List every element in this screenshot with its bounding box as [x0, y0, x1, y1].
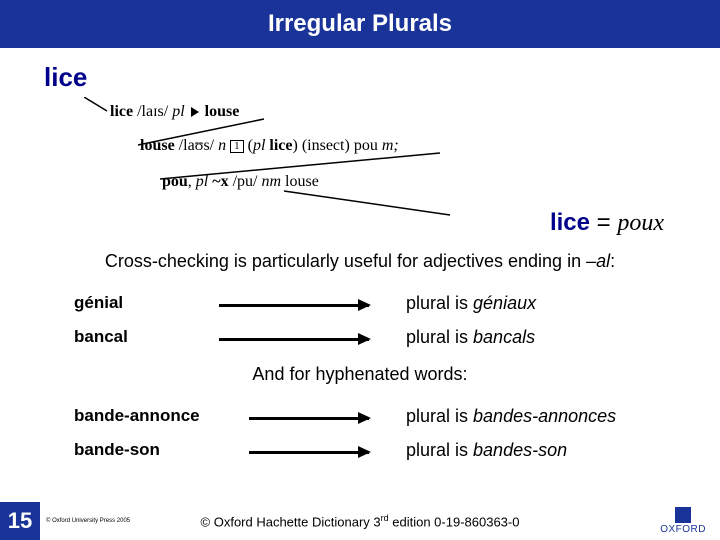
entry-pou: pou, pl ~x /pu/ nm louse — [162, 173, 319, 191]
entry3-plm: pl — [196, 173, 208, 190]
hyph-plural: plural is bandes-annonces — [384, 406, 616, 427]
arrow-icon — [219, 304, 369, 307]
headword: lice — [44, 62, 676, 93]
hyph-row-bande-son: bande-son plural is bandes-son — [74, 433, 676, 467]
entry2-gloss: (insect) — [302, 137, 350, 154]
arrow-icon — [249, 451, 369, 454]
copyright-tiny: © Oxford University Press 2005 — [46, 518, 130, 524]
slide-title: Irregular Plurals — [268, 10, 452, 38]
adj-word: génial — [74, 293, 204, 313]
entry3-pos: nm — [261, 173, 281, 190]
entry3-plf: ~x — [212, 173, 228, 190]
adj-row-bancal: bancal plural is bancals — [74, 320, 676, 354]
dictionary-entries: lice /laɪs/ pl louse louse /laʊs/ n 1 (p… — [84, 97, 676, 205]
hyph-plural: plural is bandes-son — [384, 440, 567, 461]
arrow-cell — [234, 441, 384, 459]
adjective-examples: génial plural is géniaux bancal plural i… — [44, 286, 676, 354]
entry2-hw: louse — [140, 137, 175, 154]
logo-text: OXFORD — [660, 524, 706, 535]
title-band: Irregular Plurals — [0, 0, 720, 48]
oxford-logo: OXFORD — [660, 507, 706, 535]
adj-plural: plural is bancals — [384, 327, 535, 348]
adj-row-genial: génial plural is géniaux — [74, 286, 676, 320]
arrow-cell — [234, 407, 384, 425]
entry1-pl: pl — [172, 103, 184, 120]
result-translation: poux — [617, 210, 664, 236]
entry1-ipa: /laɪs/ — [137, 103, 168, 120]
hyph-word: bande-annonce — [74, 406, 234, 426]
entry-lice: lice /laɪs/ pl louse — [110, 103, 239, 121]
footer: 15 © Oxford University Press 2005 © Oxfo… — [0, 502, 720, 540]
hyphenated-intro: And for hyphenated words: — [44, 364, 676, 385]
arrow-cell — [204, 294, 384, 312]
cross-check-text: Cross-checking is particularly useful fo… — [44, 251, 676, 272]
entry2-trans: pou — [354, 137, 378, 154]
result-line: lice = poux — [44, 209, 664, 237]
entry2-plf: lice — [269, 137, 292, 154]
entry2-sense: 1 — [230, 140, 244, 153]
entry3-ipa: /pu/ — [233, 173, 258, 190]
result-word: lice — [550, 209, 590, 236]
arrow-icon — [219, 338, 369, 341]
entry3-trans: louse — [285, 173, 319, 190]
entry3-hw: pou — [162, 173, 188, 190]
content-area: lice lice /laɪs/ pl louse louse /laʊs/ n… — [0, 48, 720, 467]
arrow-icon — [249, 417, 369, 420]
entry2-pos: n — [218, 137, 226, 154]
adj-plural: plural is géniaux — [384, 293, 536, 314]
slide-number: 15 — [0, 502, 40, 540]
entry2-plm: pl — [253, 137, 265, 154]
hyphenated-examples: bande-annonce plural is bandes-annonces … — [44, 399, 676, 467]
hyph-row-bande-annonce: bande-annonce plural is bandes-annonces — [74, 399, 676, 433]
entry2-ipa: /laʊs/ — [179, 137, 214, 154]
arrow-cell — [204, 328, 384, 346]
logo-square-icon — [675, 507, 691, 523]
entry1-xref: louse — [205, 103, 240, 120]
xref-arrow-icon — [191, 107, 199, 117]
entry2-gender: m; — [382, 137, 399, 154]
entry1-hw: lice — [110, 103, 133, 120]
adj-word: bancal — [74, 327, 204, 347]
entry-louse: louse /laʊs/ n 1 (pl lice) (insect) pou … — [140, 137, 399, 155]
copyright-center: © Oxford Hachette Dictionary 3rd edition… — [201, 513, 520, 529]
hyph-word: bande-son — [74, 440, 234, 460]
